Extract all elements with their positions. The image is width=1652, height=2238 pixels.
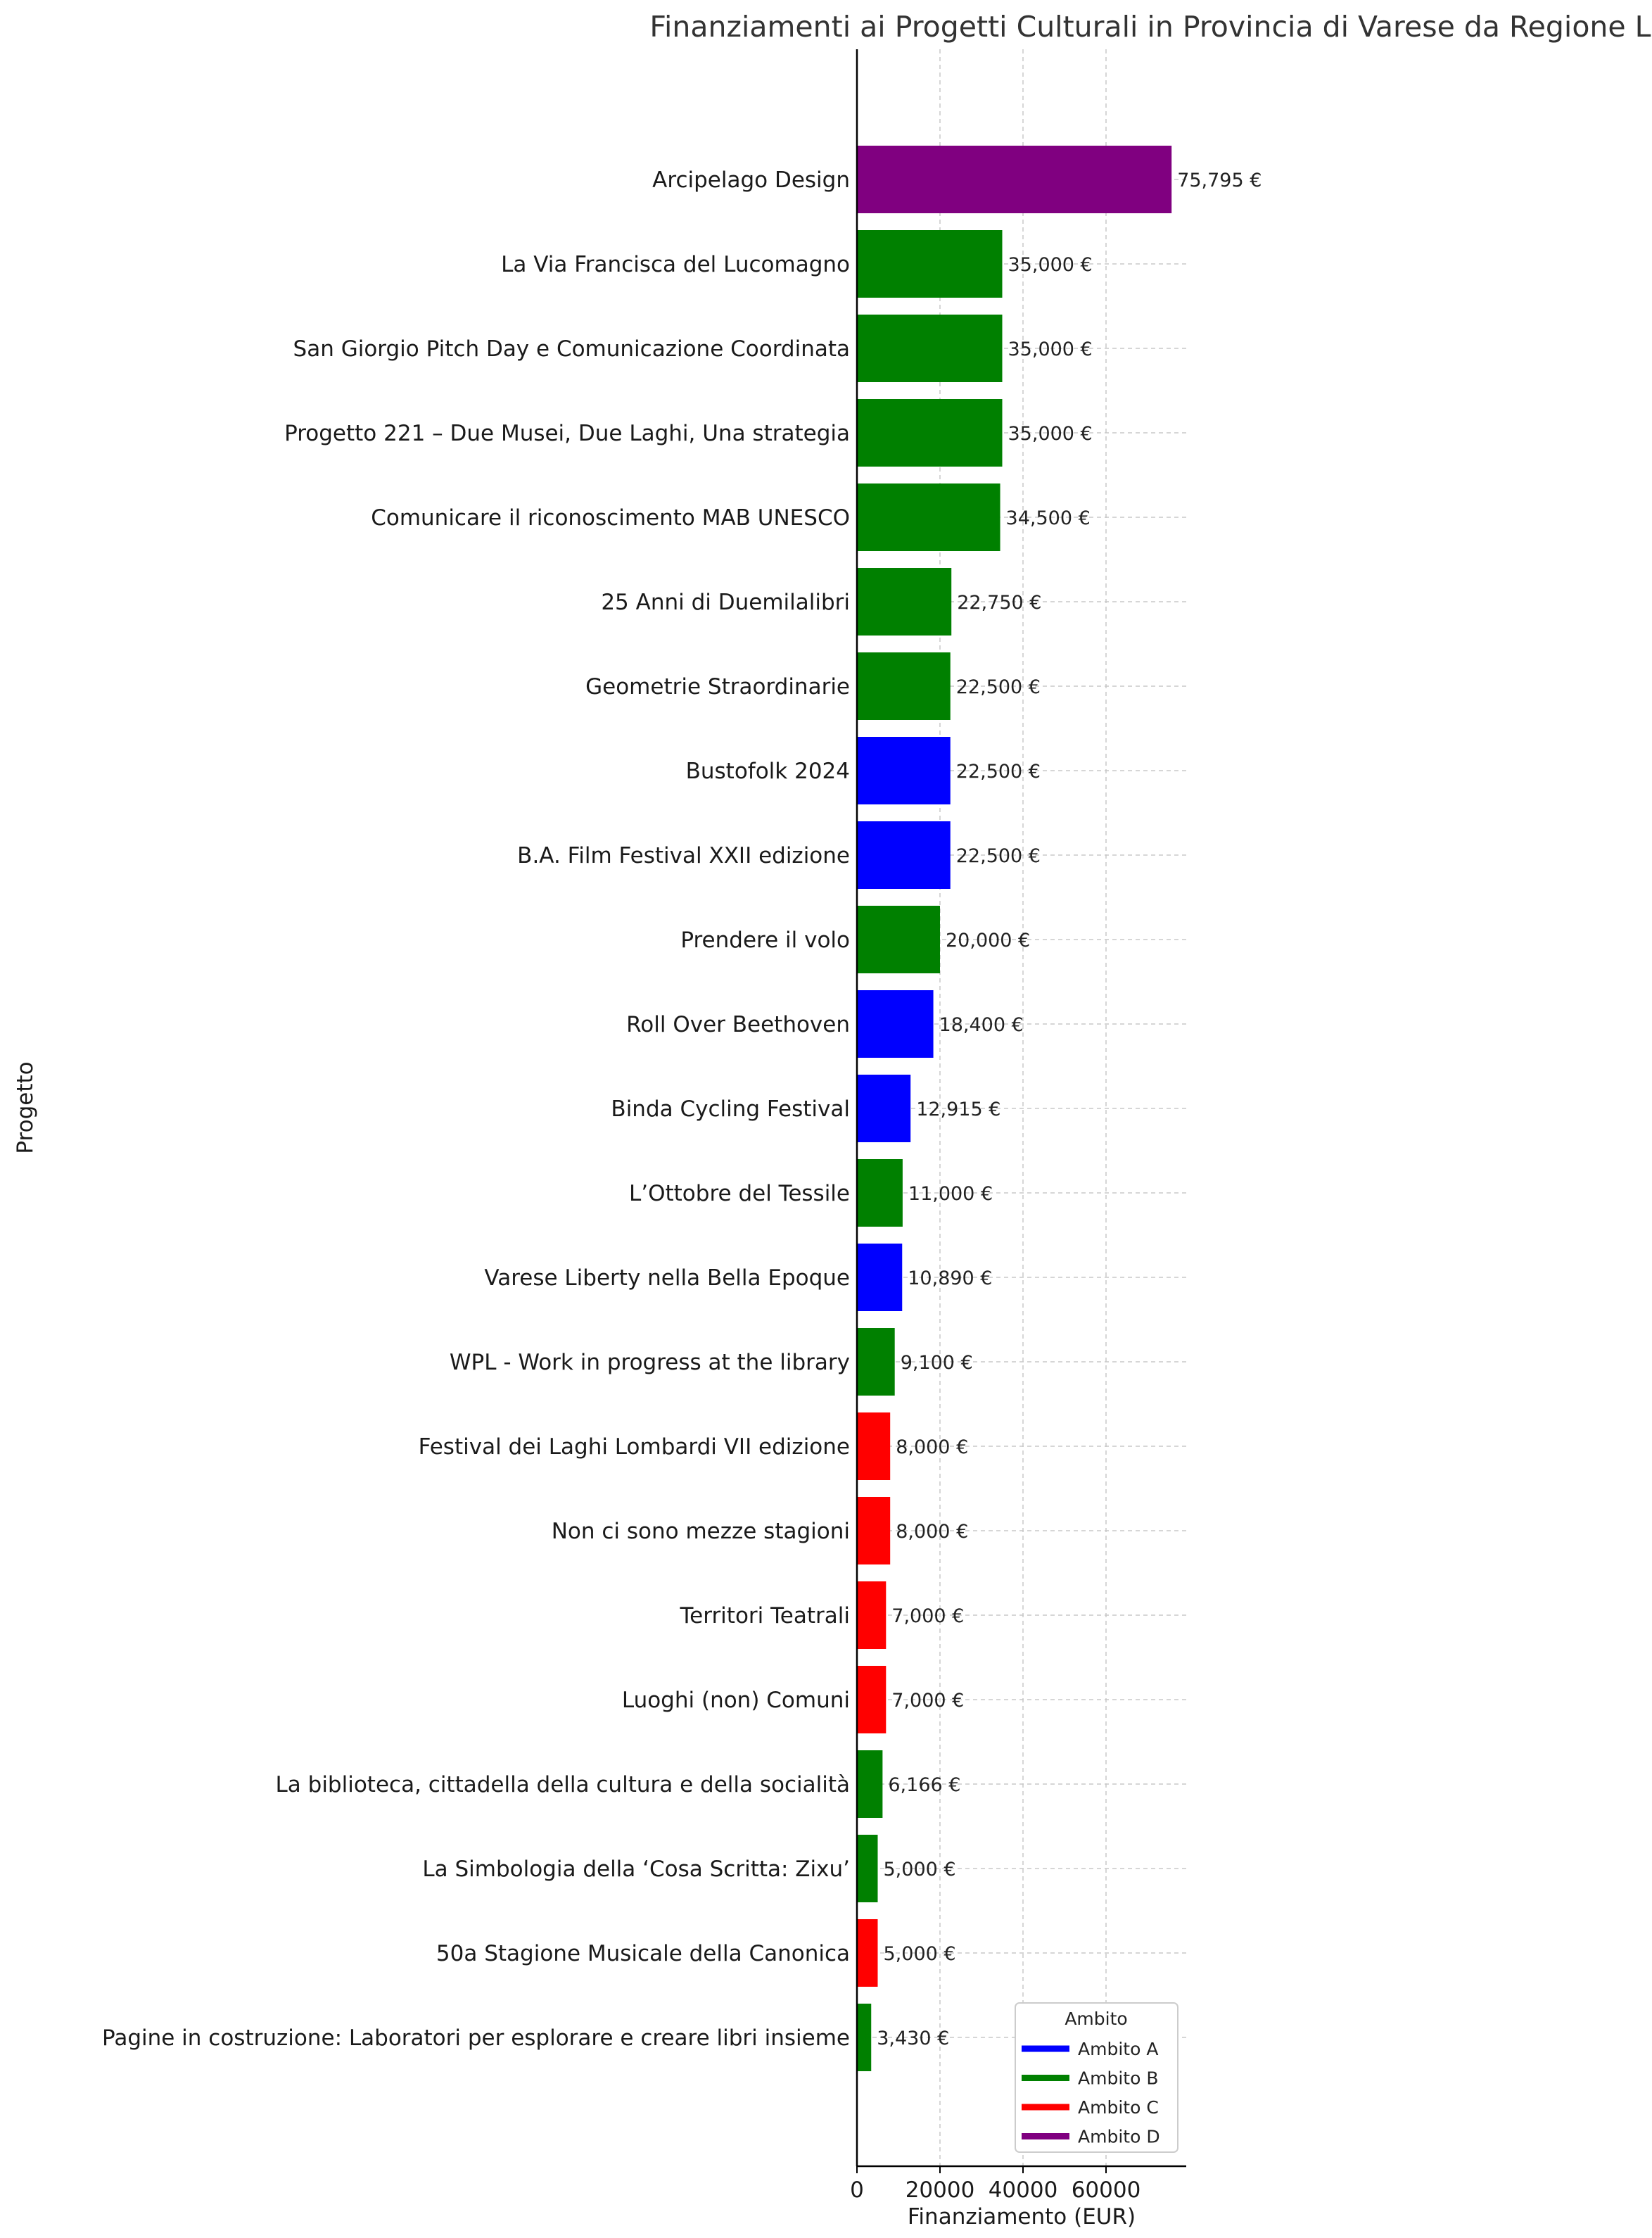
bar-value-label: 18,400 € [939,1014,1024,1036]
legend: Ambito Ambito A Ambito B Ambito C Ambito D [1015,2002,1178,2153]
bar [857,1244,903,1311]
bar-value-label: 8,000 € [896,1436,968,1458]
bar [857,1835,878,1902]
bar [857,1075,911,1142]
category-label: 25 Anni di Duemilalibri [601,590,850,615]
legend-item-label: Ambito B [1078,2068,1158,2089]
category-label: Arcipelago Design [652,167,850,193]
bar-value-label: 75,795 € [1177,170,1262,191]
bar-value-label: 34,500 € [1006,507,1091,529]
category-label: San Giorgio Pitch Day e Comunicazione Co… [293,336,850,362]
x-tick-label: 0 [850,2177,864,2203]
bar-value-label: 8,000 € [896,1521,968,1543]
bar [857,230,1003,298]
bar-value-label: 7,000 € [891,1605,964,1627]
legend-box [1015,2002,1178,2153]
category-label: WPL - Work in progress at the library [450,1350,850,1375]
bar-value-label: 9,100 € [901,1352,973,1374]
bar [857,1328,895,1396]
category-label: La Simbologia della ‘Cosa Scritta: Zixu’ [422,1857,850,1882]
bar-value-label: 22,500 € [956,845,1041,867]
bar-value-label: 7,000 € [891,1690,964,1712]
category-labels: Arcipelago Design La Via Francisca del Lu… [102,167,850,2051]
chart-title: Finanziamenti ai Progetti Culturali in P… [649,10,1652,44]
value-labels: 75,795 € 35,000 € 35,000 € 35,000 € 34,500 €… [877,170,1262,2049]
category-label: La biblioteca, cittadella della cultura … [276,1772,850,1797]
x-tick-label: 60000 [1072,2177,1141,2203]
legend-item-label: Ambito D [1078,2127,1160,2147]
category-label: Bustofolk 2024 [686,759,850,784]
bar [857,568,952,636]
x-axis-title: Finanziamento (EUR) [908,2204,1136,2230]
category-label: Varese Liberty nella Bella Epoque [484,1265,850,1291]
bar [857,1412,891,1480]
bar-value-label: 20,000 € [946,930,1030,952]
category-label: Non ci sono mezze stagioni [552,1519,850,1544]
bars [857,146,1172,2071]
category-label: Comunicare il riconoscimento MAB UNESCO [371,505,850,531]
category-label: Territori Teatrali [680,1603,851,1629]
category-label: Festival dei Laghi Lombardi VII edizione [419,1434,850,1460]
category-label: Roll Over Beethoven [626,1012,850,1037]
bar-value-label: 22,750 € [957,592,1041,614]
category-label: L’Ottobre del Tessile [629,1181,850,1206]
bar-value-label: 35,000 € [1008,339,1093,360]
category-label: La Via Francisca del Lucomagno [501,252,850,277]
category-label: B.A. Film Festival XXII edizione [517,843,850,868]
bar-value-label: 5,000 € [884,1943,956,1965]
bar [857,483,1000,551]
bar-value-label: 22,500 € [956,761,1041,783]
bar [857,821,951,889]
category-label: 50a Stagione Musicale della Canonica [436,1941,850,1966]
category-label: Binda Cycling Festival [611,1096,850,1122]
bar-value-label: 10,890 € [908,1267,992,1289]
legend-item-label: Ambito C [1078,2097,1159,2118]
bar [857,1666,887,1733]
bar-value-label: 12,915 € [916,1099,1000,1120]
legend-title: Ambito [1065,2009,1127,2029]
bar-value-label: 6,166 € [888,1774,960,1796]
bar-value-label: 3,430 € [877,2028,949,2049]
legend-item-label: Ambito A [1078,2039,1158,2059]
bar-value-label: 35,000 € [1008,254,1093,276]
bar-value-label: 11,000 € [908,1183,993,1205]
bar-value-label: 35,000 € [1008,423,1093,445]
bar [857,399,1003,467]
bar [857,146,1172,213]
bar [857,737,951,804]
bar-value-label: 22,500 € [956,676,1041,698]
legend-items: Ambito A Ambito B Ambito C Ambito D [1022,2039,1160,2147]
y-axis-title: Progetto [13,1061,38,1153]
x-tick-label: 40000 [989,2177,1058,2203]
bar [857,990,934,1058]
bar [857,315,1003,382]
bar [857,2004,872,2071]
x-tick-label: 20000 [906,2177,975,2203]
bar [857,1750,883,1818]
bar [857,1159,903,1227]
category-label: Prendere il volo [680,928,850,953]
category-label: Progetto 221 – Due Musei, Due Laghi, Una… [284,421,850,446]
bar [857,1919,878,1987]
bar-value-label: 5,000 € [884,1859,956,1880]
bar [857,1581,887,1649]
bar [857,1497,891,1564]
x-ticks: 0 20000 40000 60000 [850,2166,1140,2203]
category-label: Pagine in costruzione: Laboratori per es… [102,2025,850,2051]
category-label: Luoghi (non) Comuni [622,1688,850,1713]
bar [857,906,940,973]
category-label: Geometrie Straordinarie [585,674,850,700]
bar [857,652,951,720]
